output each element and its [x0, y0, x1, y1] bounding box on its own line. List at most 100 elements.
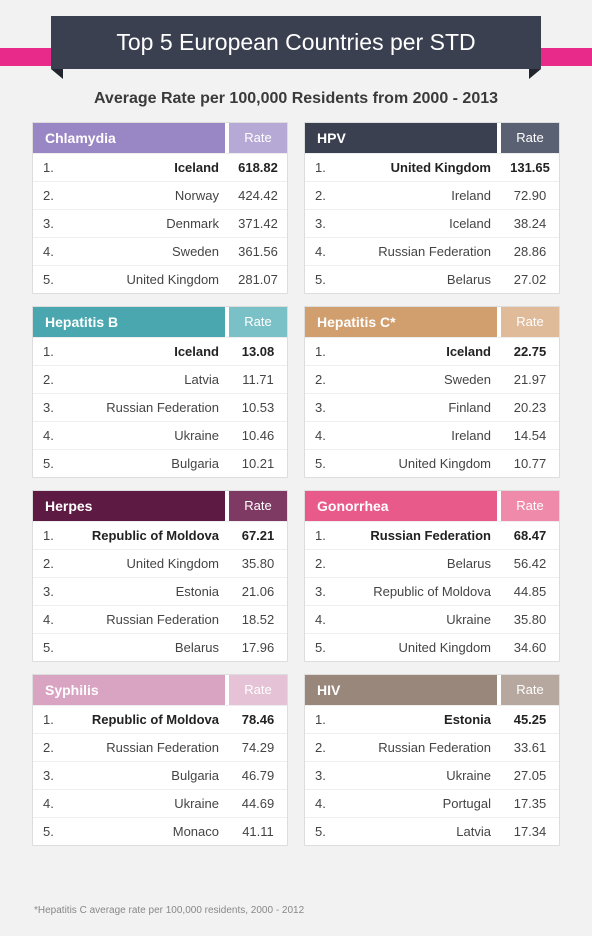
country: Ukraine — [63, 796, 229, 811]
table-header: Hepatitis BRate — [33, 307, 287, 337]
table-row: 4.Russian Federation28.86 — [305, 237, 559, 265]
table-row: 1.Republic of Moldova67.21 — [33, 521, 287, 549]
rate-header: Rate — [501, 491, 559, 521]
rank: 3. — [305, 400, 335, 415]
table-row: 2.Sweden21.97 — [305, 365, 559, 393]
rate-value: 361.56 — [229, 244, 287, 259]
table-row: 1.Iceland13.08 — [33, 337, 287, 365]
table-row: 4.Ireland14.54 — [305, 421, 559, 449]
country: Belarus — [335, 556, 501, 571]
table-row: 4.Sweden361.56 — [33, 237, 287, 265]
rank: 1. — [33, 160, 63, 175]
rate-header: Rate — [229, 123, 287, 153]
rank: 4. — [305, 612, 335, 627]
rank: 5. — [33, 640, 63, 655]
table-row: 3.Russian Federation10.53 — [33, 393, 287, 421]
country: United Kingdom — [335, 160, 501, 175]
table-name: Syphilis — [33, 675, 229, 705]
rank: 3. — [33, 768, 63, 783]
rate-value: 17.35 — [501, 796, 559, 811]
rank: 5. — [305, 824, 335, 839]
table-row: 4.Ukraine10.46 — [33, 421, 287, 449]
table-row: 5.Latvia17.34 — [305, 817, 559, 845]
std-table: Hepatitis C*Rate1.Iceland22.752.Sweden21… — [304, 306, 560, 478]
rank: 4. — [305, 244, 335, 259]
table-name: Hepatitis C* — [305, 307, 501, 337]
table-header: HerpesRate — [33, 491, 287, 521]
rate-value: 20.23 — [501, 400, 559, 415]
table-name: HIV — [305, 675, 501, 705]
std-table: HIVRate1.Estonia45.252.Russian Federatio… — [304, 674, 560, 846]
country: Ireland — [335, 428, 501, 443]
country: Denmark — [63, 216, 229, 231]
rate-value: 11.71 — [229, 372, 287, 387]
rate-value: 35.80 — [501, 612, 559, 627]
rank: 1. — [305, 344, 335, 359]
rate-value: 46.79 — [229, 768, 287, 783]
country: Latvia — [335, 824, 501, 839]
rank: 2. — [305, 740, 335, 755]
rate-value: 18.52 — [229, 612, 287, 627]
table-row: 3.Bulgaria46.79 — [33, 761, 287, 789]
rank: 3. — [33, 400, 63, 415]
table-row: 3.Estonia21.06 — [33, 577, 287, 605]
rank: 4. — [33, 428, 63, 443]
table-row: 5.United Kingdom281.07 — [33, 265, 287, 293]
std-table: GonorrheaRate1.Russian Federation68.472.… — [304, 490, 560, 662]
table-header: Hepatitis C*Rate — [305, 307, 559, 337]
table-row: 4.Ukraine35.80 — [305, 605, 559, 633]
footnote: *Hepatitis C average rate per 100,000 re… — [34, 905, 304, 916]
country: Latvia — [63, 372, 229, 387]
rate-header: Rate — [229, 307, 287, 337]
country: Russian Federation — [335, 244, 501, 259]
rate-value: 27.02 — [501, 272, 559, 287]
rank: 3. — [305, 216, 335, 231]
rate-value: 10.46 — [229, 428, 287, 443]
table-name: Herpes — [33, 491, 229, 521]
rate-value: 44.69 — [229, 796, 287, 811]
rate-value: 35.80 — [229, 556, 287, 571]
country: Sweden — [63, 244, 229, 259]
rank: 1. — [33, 344, 63, 359]
rate-value: 45.25 — [501, 712, 559, 727]
table-row: 2.Belarus56.42 — [305, 549, 559, 577]
rate-value: 371.42 — [229, 216, 287, 231]
country: Ukraine — [335, 612, 501, 627]
table-row: 1.Russian Federation68.47 — [305, 521, 559, 549]
table-row: 4.Russian Federation18.52 — [33, 605, 287, 633]
country: Estonia — [63, 584, 229, 599]
rank: 1. — [305, 160, 335, 175]
rate-value: 131.65 — [501, 160, 559, 175]
table-header: SyphilisRate — [33, 675, 287, 705]
rate-header: Rate — [501, 123, 559, 153]
page-title: Top 5 European Countries per STD — [51, 16, 541, 69]
table-header: HPVRate — [305, 123, 559, 153]
rate-value: 28.86 — [501, 244, 559, 259]
rate-value: 17.96 — [229, 640, 287, 655]
table-row: 2.Norway424.42 — [33, 181, 287, 209]
rate-value: 74.29 — [229, 740, 287, 755]
rate-value: 67.21 — [229, 528, 287, 543]
rate-value: 10.77 — [501, 456, 559, 471]
rate-value: 618.82 — [229, 160, 287, 175]
rate-value: 22.75 — [501, 344, 559, 359]
rate-header: Rate — [501, 675, 559, 705]
country: Estonia — [335, 712, 501, 727]
table-row: 2.United Kingdom35.80 — [33, 549, 287, 577]
rank: 5. — [33, 272, 63, 287]
table-name: Chlamydia — [33, 123, 229, 153]
rank: 3. — [33, 216, 63, 231]
rank: 2. — [305, 188, 335, 203]
table-row: 5.Belarus17.96 — [33, 633, 287, 661]
country: Belarus — [335, 272, 501, 287]
rank: 1. — [305, 712, 335, 727]
table-row: 5.Bulgaria10.21 — [33, 449, 287, 477]
rate-value: 27.05 — [501, 768, 559, 783]
rank: 4. — [33, 244, 63, 259]
rate-value: 33.61 — [501, 740, 559, 755]
country: Russian Federation — [63, 740, 229, 755]
rate-value: 38.24 — [501, 216, 559, 231]
table-header: GonorrheaRate — [305, 491, 559, 521]
country: Ireland — [335, 188, 501, 203]
rate-value: 424.42 — [229, 188, 287, 203]
